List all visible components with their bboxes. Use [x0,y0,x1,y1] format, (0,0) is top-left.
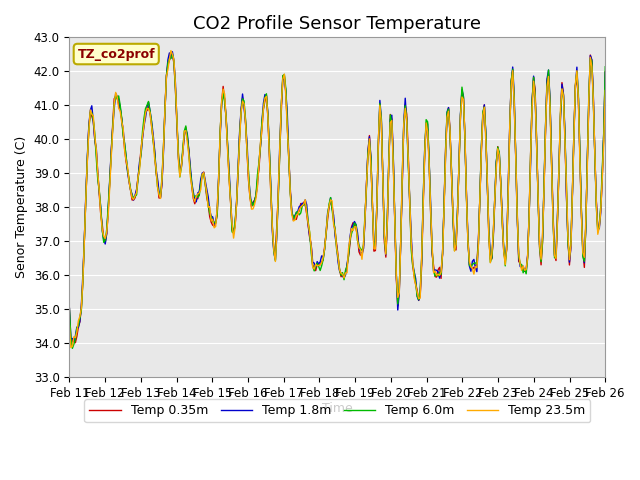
Temp 23.5m [602,88,609,94]
Temp 1.8m [303,202,310,207]
Temp 0.35m [132,187,140,193]
Text: TZ_co2prof: TZ_co2prof [77,48,155,60]
Temp 23.5m [303,211,310,216]
Temp 23.5m [132,190,140,195]
Temp 6.0m [246,195,254,201]
Temp 0.35m [255,166,263,172]
Temp 1.8m [132,187,140,192]
Line: Temp 1.8m: Temp 1.8m [69,52,605,342]
Temp 1.8m [70,339,77,345]
Temp 6.0m [168,51,176,57]
Temp 0.35m [65,306,73,312]
Temp 6.0m [602,64,609,70]
Temp 6.0m [65,306,73,312]
Temp 0.35m [602,69,609,74]
Temp 23.5m [67,345,75,350]
Temp 1.8m [228,224,236,229]
Title: CO2 Profile Sensor Temperature: CO2 Profile Sensor Temperature [193,15,481,33]
Temp 0.35m [575,96,582,101]
Legend: Temp 0.35m, Temp 1.8m, Temp 6.0m, Temp 23.5m: Temp 0.35m, Temp 1.8m, Temp 6.0m, Temp 2… [84,399,590,422]
Temp 0.35m [167,51,175,57]
Temp 6.0m [303,207,310,213]
Temp 1.8m [65,305,73,311]
Temp 6.0m [255,160,263,166]
Temp 23.5m [167,48,175,53]
Temp 0.35m [246,195,254,201]
Line: Temp 23.5m: Temp 23.5m [69,50,605,348]
Temp 23.5m [255,162,263,168]
Temp 1.8m [168,49,176,55]
Line: Temp 6.0m: Temp 6.0m [69,54,605,348]
Temp 23.5m [246,195,254,201]
Temp 0.35m [67,342,75,348]
Line: Temp 0.35m: Temp 0.35m [69,54,605,345]
Temp 6.0m [575,92,582,97]
X-axis label: Time: Time [322,402,353,415]
Temp 1.8m [255,160,263,166]
Temp 0.35m [303,211,310,217]
Temp 23.5m [228,221,236,227]
Temp 23.5m [65,323,73,329]
Temp 1.8m [602,70,609,75]
Temp 6.0m [132,192,140,198]
Temp 0.35m [228,227,236,233]
Temp 6.0m [228,229,236,235]
Temp 23.5m [575,97,582,103]
Y-axis label: Senor Temperature (C): Senor Temperature (C) [15,136,28,278]
Temp 1.8m [575,96,582,101]
Temp 1.8m [246,190,254,196]
Temp 6.0m [68,346,76,351]
